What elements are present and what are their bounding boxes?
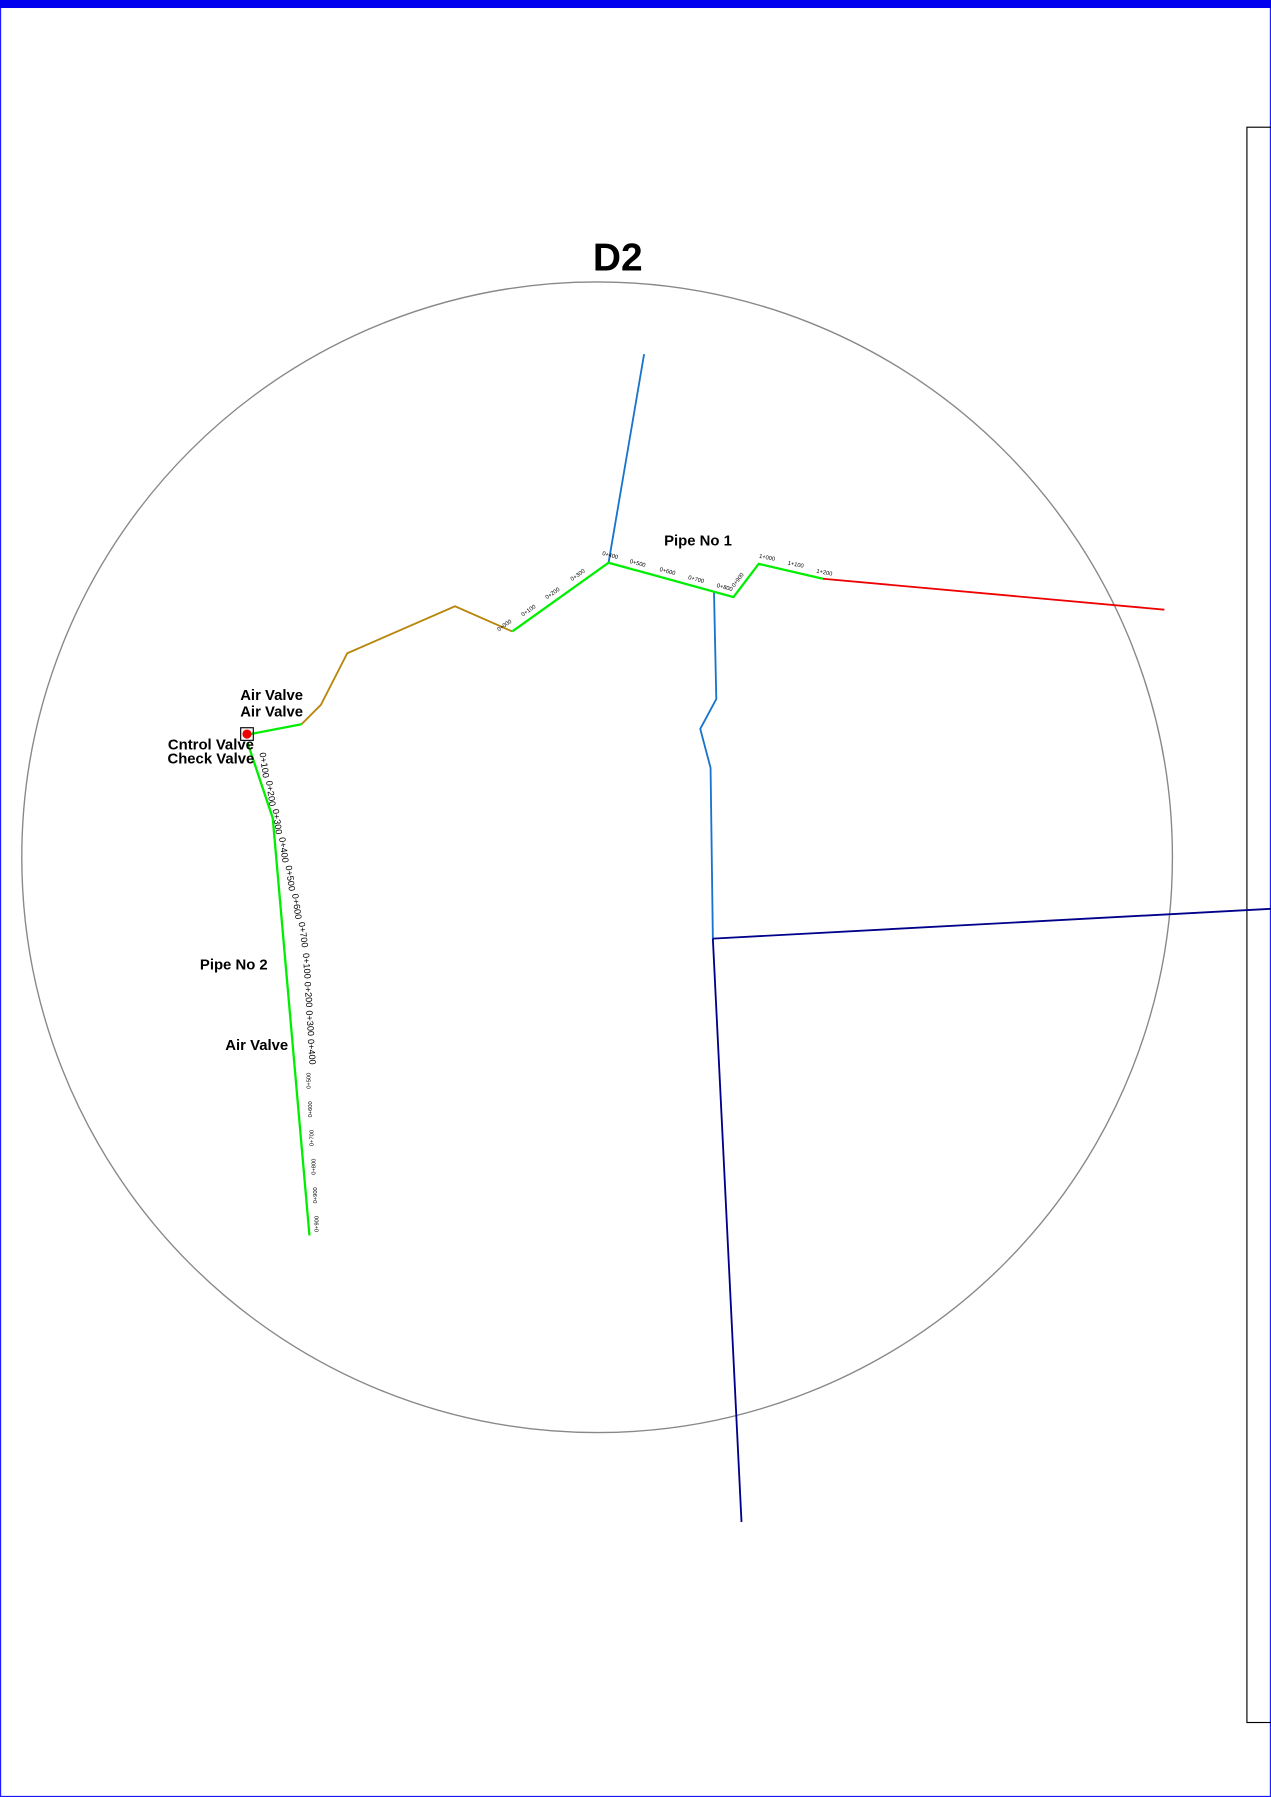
valve-label: Air Valve <box>225 1038 288 1054</box>
chainage-label: 0+300 <box>304 1010 316 1036</box>
chainage-label: 0+900 <box>315 1216 321 1232</box>
chainage-label: 1+200 <box>816 569 833 578</box>
title: D2 <box>593 236 643 279</box>
valve-marker <box>242 729 252 739</box>
valve-label: Check Valve <box>167 751 254 767</box>
chainage-label: 0+800 <box>716 583 733 593</box>
chainage-label: 0+700 <box>310 1130 316 1146</box>
chainage-label: 0+600 <box>308 1101 314 1117</box>
valve-box <box>240 727 254 741</box>
pipe-navy <box>712 907 1271 940</box>
chainage-label: 0+200 <box>302 981 314 1007</box>
pipe-label: Pipe No 2 <box>200 958 268 974</box>
range-circle <box>21 281 1174 1434</box>
pipe-blue <box>607 353 645 563</box>
valve-label: Cntrol Valve <box>168 738 254 754</box>
chainage-label: 0+500 <box>284 865 297 892</box>
chainage-label: 0+200 <box>264 780 277 807</box>
pipe-2 <box>247 723 302 736</box>
chainage-label: 0+300 <box>271 808 284 835</box>
chainage-label: 0+600 <box>290 893 303 920</box>
chainage-label: 1+100 <box>787 561 804 570</box>
chainage-label: 0+400 <box>601 551 618 561</box>
chainage-label: 0+600 <box>659 567 676 577</box>
chainage-label: 0+400 <box>306 1039 318 1065</box>
pipe-1 <box>511 561 824 633</box>
pipe-navy <box>711 938 743 1522</box>
chainage-label: 0+900 <box>313 1187 319 1203</box>
pipe-orange <box>300 605 513 725</box>
pipe-red <box>822 577 1165 611</box>
valve-label: Air Valve <box>240 688 303 704</box>
chainage-label: 0+100 <box>258 752 271 779</box>
chainage-label: 0+500 <box>306 1073 312 1089</box>
pipe-blue <box>699 592 718 939</box>
chainage-label: 0+700 <box>687 575 704 585</box>
chainage-label: 0+800 <box>311 1159 317 1175</box>
valve-label: Air Valve <box>240 704 303 720</box>
side-panel <box>1246 126 1271 1724</box>
chainage-label: 0+500 <box>629 559 646 569</box>
top-bar <box>0 0 1271 9</box>
pipe-2 <box>246 742 311 1236</box>
chainage-label: 0+100 <box>301 953 313 979</box>
chainage-label: 1+000 <box>758 554 775 563</box>
chainage-label: 0+700 <box>297 921 310 948</box>
chainage-label: 0+400 <box>277 837 290 864</box>
pipe-label: Pipe No 1 <box>664 534 732 550</box>
